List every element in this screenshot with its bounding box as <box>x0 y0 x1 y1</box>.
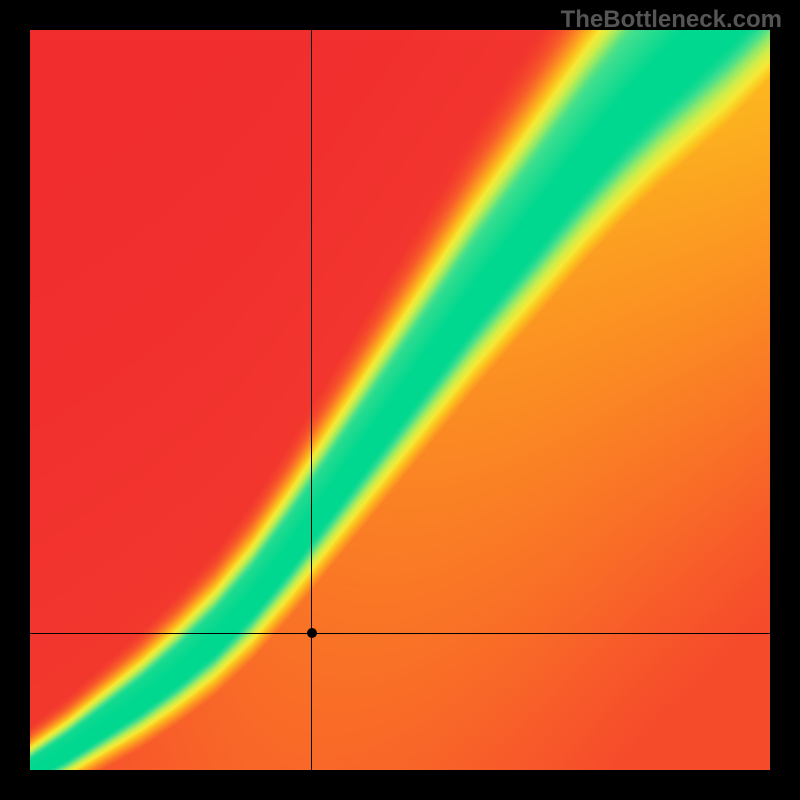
crosshair-horizontal <box>30 633 770 634</box>
plot-area <box>30 30 770 770</box>
figure-container: TheBottleneck.com <box>0 0 800 800</box>
marker-dot <box>307 628 317 638</box>
crosshair-vertical <box>311 30 312 770</box>
watermark-text: TheBottleneck.com <box>561 6 782 34</box>
heatmap-canvas <box>30 30 770 770</box>
